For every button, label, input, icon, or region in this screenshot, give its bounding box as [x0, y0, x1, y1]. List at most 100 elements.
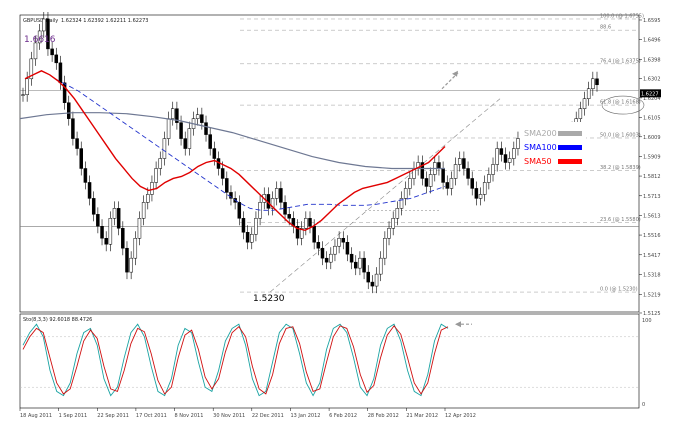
candle-body — [21, 94, 25, 96]
candle — [154, 161, 158, 190]
candle-body — [495, 148, 499, 165]
candle-body — [237, 202, 242, 219]
candle — [25, 71, 29, 102]
candle-body — [512, 148, 516, 159]
candle — [270, 191, 275, 216]
candle-body — [179, 122, 183, 139]
candle — [487, 167, 491, 190]
candle-body — [408, 178, 412, 189]
candle — [428, 167, 433, 194]
candle — [358, 251, 362, 276]
candle — [21, 87, 25, 102]
candle — [37, 23, 42, 50]
candle-body — [437, 162, 441, 169]
candle-body — [507, 158, 512, 163]
candle-body — [312, 226, 316, 243]
current-price-box — [640, 89, 661, 98]
candle — [245, 225, 250, 250]
candle-body — [33, 42, 38, 60]
candle-body — [25, 78, 29, 95]
candle-body — [166, 118, 171, 139]
candle-body — [121, 228, 125, 249]
candle-body — [162, 138, 167, 159]
candle — [46, 12, 50, 56]
candle — [150, 175, 154, 202]
candle — [582, 91, 587, 116]
ohlc-header: 1.62324 1.62392 1.62211 1.62273 — [61, 18, 148, 24]
candle — [354, 255, 358, 276]
candle-body — [50, 48, 54, 56]
candle-body — [104, 237, 108, 245]
candle-body — [274, 188, 279, 199]
candle — [453, 157, 458, 186]
candle — [79, 141, 83, 176]
candle — [162, 131, 167, 166]
candle-body — [341, 237, 346, 243]
candle-body — [591, 78, 595, 90]
candle-body — [154, 168, 158, 183]
candle — [133, 231, 138, 266]
candle — [403, 181, 408, 206]
candle — [457, 151, 462, 172]
time-tick-label: 18 Aug 2011 — [20, 413, 52, 419]
candle-body — [183, 138, 187, 149]
candle-body — [100, 226, 104, 239]
candle-body — [441, 168, 445, 183]
candle-body — [116, 208, 121, 229]
candle-body — [287, 214, 291, 219]
candle-body — [87, 182, 92, 199]
candle — [220, 161, 225, 186]
candle — [337, 231, 341, 254]
price-tick-label: 1.6595 — [643, 18, 661, 24]
candle — [208, 127, 212, 156]
candle-body — [474, 188, 479, 199]
candle — [204, 115, 208, 142]
candle-body — [204, 122, 208, 135]
candle-body — [46, 18, 50, 50]
candle-body — [333, 245, 337, 255]
candle-body — [241, 218, 246, 233]
candle — [341, 231, 346, 250]
candle-body — [75, 138, 79, 149]
stochastic-panel — [19, 313, 640, 409]
candle — [316, 235, 321, 256]
stochastic-arrowhead — [455, 321, 461, 328]
candle — [250, 227, 254, 250]
legend-swatch — [558, 131, 582, 136]
projection-arrow — [441, 72, 459, 90]
time-tick-label: 12 Apr 2012 — [445, 413, 476, 419]
candle-body — [403, 188, 408, 199]
candle-body — [212, 148, 217, 159]
candle — [129, 251, 133, 280]
current-price-label: 1.6227 — [641, 91, 659, 97]
time-tick-label: 8 Nov 2011 — [175, 413, 204, 419]
candle — [595, 71, 599, 92]
legend-label: SMA200 — [524, 129, 557, 138]
candle — [121, 221, 125, 256]
candle-body — [374, 273, 379, 287]
candle-body — [108, 218, 113, 245]
stochastic-tick-label: 100 — [642, 318, 652, 324]
fib-label: 50.0 (@ 1.6003) — [600, 132, 641, 138]
legend-swatch — [558, 159, 582, 164]
candle — [345, 235, 350, 262]
fib-label: 61.8 (@ 1.6168) — [600, 100, 641, 106]
projection-arrowhead — [452, 70, 458, 77]
candle — [324, 251, 329, 270]
candle — [366, 265, 370, 290]
candle — [362, 251, 366, 280]
fib-highlight-ellipse — [601, 95, 645, 115]
price-tick-label: 1.6009 — [643, 135, 661, 141]
candle-body — [29, 58, 34, 80]
candle-body — [516, 138, 520, 149]
fib-label: 76.4 (@ 1.6375) — [600, 58, 641, 64]
legend-label: SMA100 — [524, 143, 557, 152]
candle-body — [329, 253, 333, 263]
candle-body — [229, 192, 233, 199]
candle-body — [208, 134, 212, 149]
candle-body — [445, 182, 450, 189]
price-tick-label: 1.5318 — [643, 273, 661, 279]
candle-body — [37, 30, 42, 44]
candle — [408, 171, 412, 196]
